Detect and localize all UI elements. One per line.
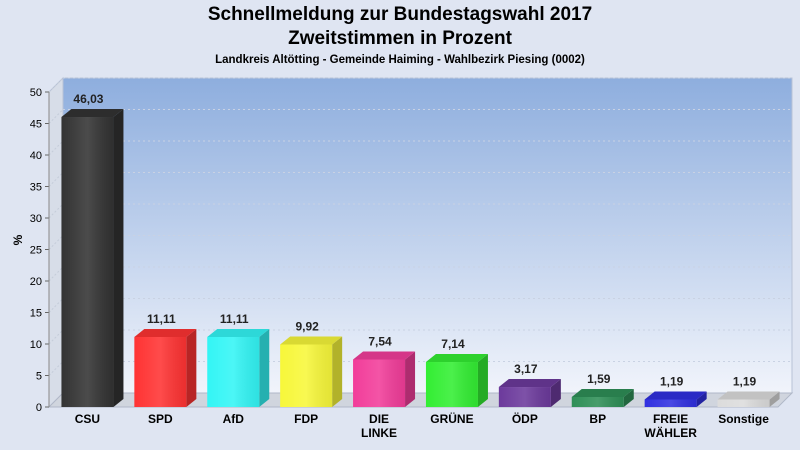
bar-shine bbox=[571, 396, 624, 407]
bar-side bbox=[259, 329, 270, 407]
bar bbox=[280, 336, 343, 407]
category-label: FREIE bbox=[653, 412, 688, 426]
bar-shine bbox=[207, 337, 260, 407]
bar-side bbox=[769, 391, 780, 407]
y-tick-label: 0 bbox=[36, 402, 42, 414]
y-tick-label: 20 bbox=[30, 276, 42, 288]
bar-top bbox=[61, 109, 124, 118]
value-label: 7,14 bbox=[441, 337, 465, 351]
bar-shine bbox=[134, 337, 187, 407]
category-label: CSU bbox=[75, 412, 100, 426]
value-label: 1,59 bbox=[587, 372, 611, 386]
category-label: ÖDP bbox=[512, 411, 538, 426]
value-label: 3,17 bbox=[514, 362, 538, 376]
bar-side bbox=[332, 336, 343, 407]
bar-shine bbox=[498, 387, 551, 407]
value-label: 1,19 bbox=[733, 375, 757, 389]
value-label: 46,03 bbox=[73, 92, 103, 106]
y-tick-label: 40 bbox=[30, 150, 42, 162]
value-label: 9,92 bbox=[295, 320, 319, 334]
category-label: FDP bbox=[294, 412, 318, 426]
bar bbox=[644, 391, 707, 407]
grid-line-side bbox=[48, 266, 64, 282]
bar-top bbox=[353, 351, 416, 360]
y-axis: 0 5 10 15 20 25 30 35 40 45 50 bbox=[30, 87, 50, 414]
bar bbox=[134, 329, 197, 407]
grid-line-side bbox=[48, 109, 64, 124]
category-label: AfD bbox=[223, 412, 245, 426]
bar bbox=[571, 388, 634, 407]
y-axis-label: % bbox=[11, 234, 25, 245]
y-tick-label: 5 bbox=[36, 371, 42, 383]
bar bbox=[717, 391, 780, 407]
category-label: DIE bbox=[369, 412, 389, 426]
category-label: LINKE bbox=[361, 426, 397, 440]
bar-side bbox=[405, 351, 416, 407]
grid-line-side bbox=[48, 361, 64, 376]
bar-shine bbox=[61, 117, 114, 408]
category-label: Sonstige bbox=[718, 412, 769, 426]
bar-side bbox=[696, 391, 707, 407]
bar-shine bbox=[353, 359, 406, 407]
category-label: SPD bbox=[148, 412, 173, 426]
bar-top bbox=[498, 379, 561, 388]
bar bbox=[61, 109, 124, 408]
y-tick-label: 50 bbox=[30, 87, 42, 99]
grid-line-side bbox=[48, 298, 64, 313]
bar-side bbox=[477, 354, 488, 407]
value-label: 11,11 bbox=[220, 312, 249, 326]
y-tick-label: 35 bbox=[30, 182, 42, 194]
bar-shine bbox=[280, 344, 333, 407]
y-tick-label: 25 bbox=[30, 245, 42, 257]
bar-shine bbox=[425, 362, 478, 407]
bars: 46,03 11,11 11,11 9,92 7,54 7,14 3,17 1,59 1,19 1… bbox=[61, 92, 780, 408]
grid-line-side bbox=[48, 235, 64, 250]
bar-shine bbox=[717, 399, 770, 407]
bar-side bbox=[550, 379, 561, 407]
grid-line-side bbox=[48, 329, 64, 345]
y-tick-label: 30 bbox=[30, 213, 42, 225]
bar bbox=[498, 379, 561, 407]
bar bbox=[353, 351, 416, 407]
chart-title: Schnellmeldung zur Bundestagswahl 2017 bbox=[207, 4, 593, 25]
category-label: GRÜNE bbox=[430, 411, 473, 426]
bar-side bbox=[186, 329, 197, 407]
y-tick-label: 45 bbox=[30, 119, 42, 131]
bar-top bbox=[717, 391, 780, 400]
bar-top bbox=[280, 336, 343, 345]
category-label: WÄHLER bbox=[644, 425, 697, 440]
y-tick-label: 10 bbox=[30, 339, 42, 351]
bar-top bbox=[644, 391, 707, 400]
chart-subtitle: Zweitstimmen in Prozent bbox=[288, 28, 512, 49]
grid-line-side bbox=[48, 172, 64, 187]
bar-side bbox=[113, 109, 124, 408]
chart-location: Landkreis Altötting - Gemeinde Haiming -… bbox=[215, 54, 585, 66]
bar-top bbox=[207, 329, 270, 338]
bar-top bbox=[571, 388, 634, 397]
y-tick-label: 15 bbox=[30, 308, 42, 320]
value-label: 11,11 bbox=[147, 312, 176, 326]
grid-line-side bbox=[48, 77, 64, 93]
grid-line-side bbox=[48, 140, 64, 156]
bar bbox=[207, 329, 270, 407]
bar-shine bbox=[644, 399, 697, 407]
bar-top bbox=[134, 329, 197, 338]
value-label: 7,54 bbox=[368, 334, 392, 348]
bar bbox=[425, 354, 488, 407]
value-label: 1,19 bbox=[660, 375, 684, 389]
bar-side bbox=[623, 388, 634, 407]
category-label: BP bbox=[589, 412, 606, 426]
bar-top bbox=[425, 354, 488, 363]
grid-line-side bbox=[48, 203, 64, 219]
